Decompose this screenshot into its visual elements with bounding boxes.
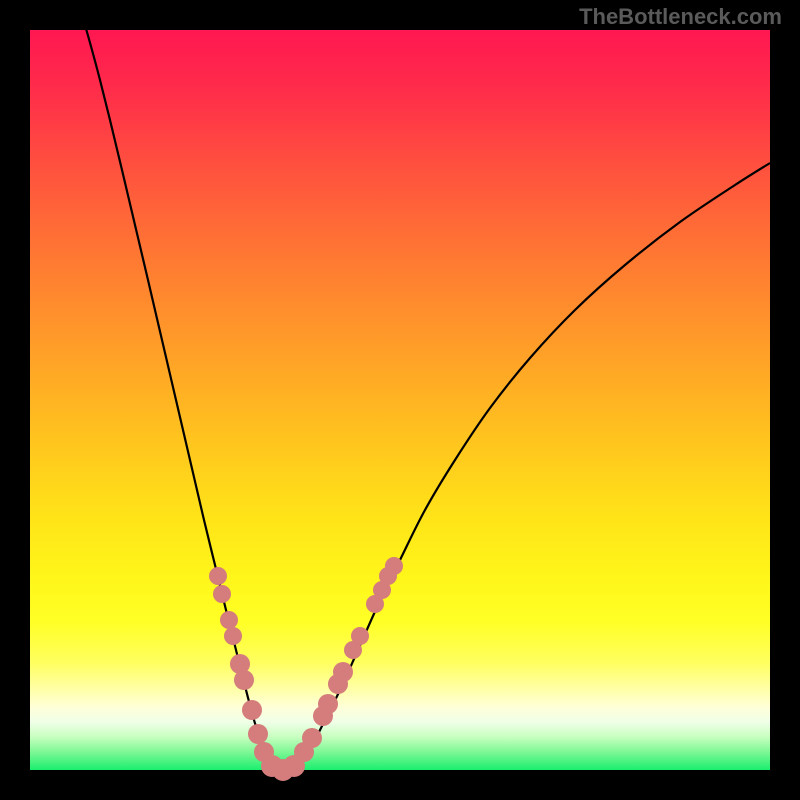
- data-marker: [213, 585, 231, 603]
- watermark-text: TheBottleneck.com: [579, 4, 782, 30]
- data-marker: [220, 611, 238, 629]
- data-marker: [385, 557, 403, 575]
- data-marker: [242, 700, 262, 720]
- chart-container: TheBottleneck.com: [0, 0, 800, 800]
- data-marker: [351, 627, 369, 645]
- data-marker: [302, 728, 322, 748]
- data-marker: [224, 627, 242, 645]
- plot-background: [30, 30, 770, 770]
- data-marker: [234, 670, 254, 690]
- data-marker: [333, 662, 353, 682]
- chart-svg: [0, 0, 800, 800]
- data-marker: [318, 694, 338, 714]
- data-marker: [209, 567, 227, 585]
- data-marker: [248, 724, 268, 744]
